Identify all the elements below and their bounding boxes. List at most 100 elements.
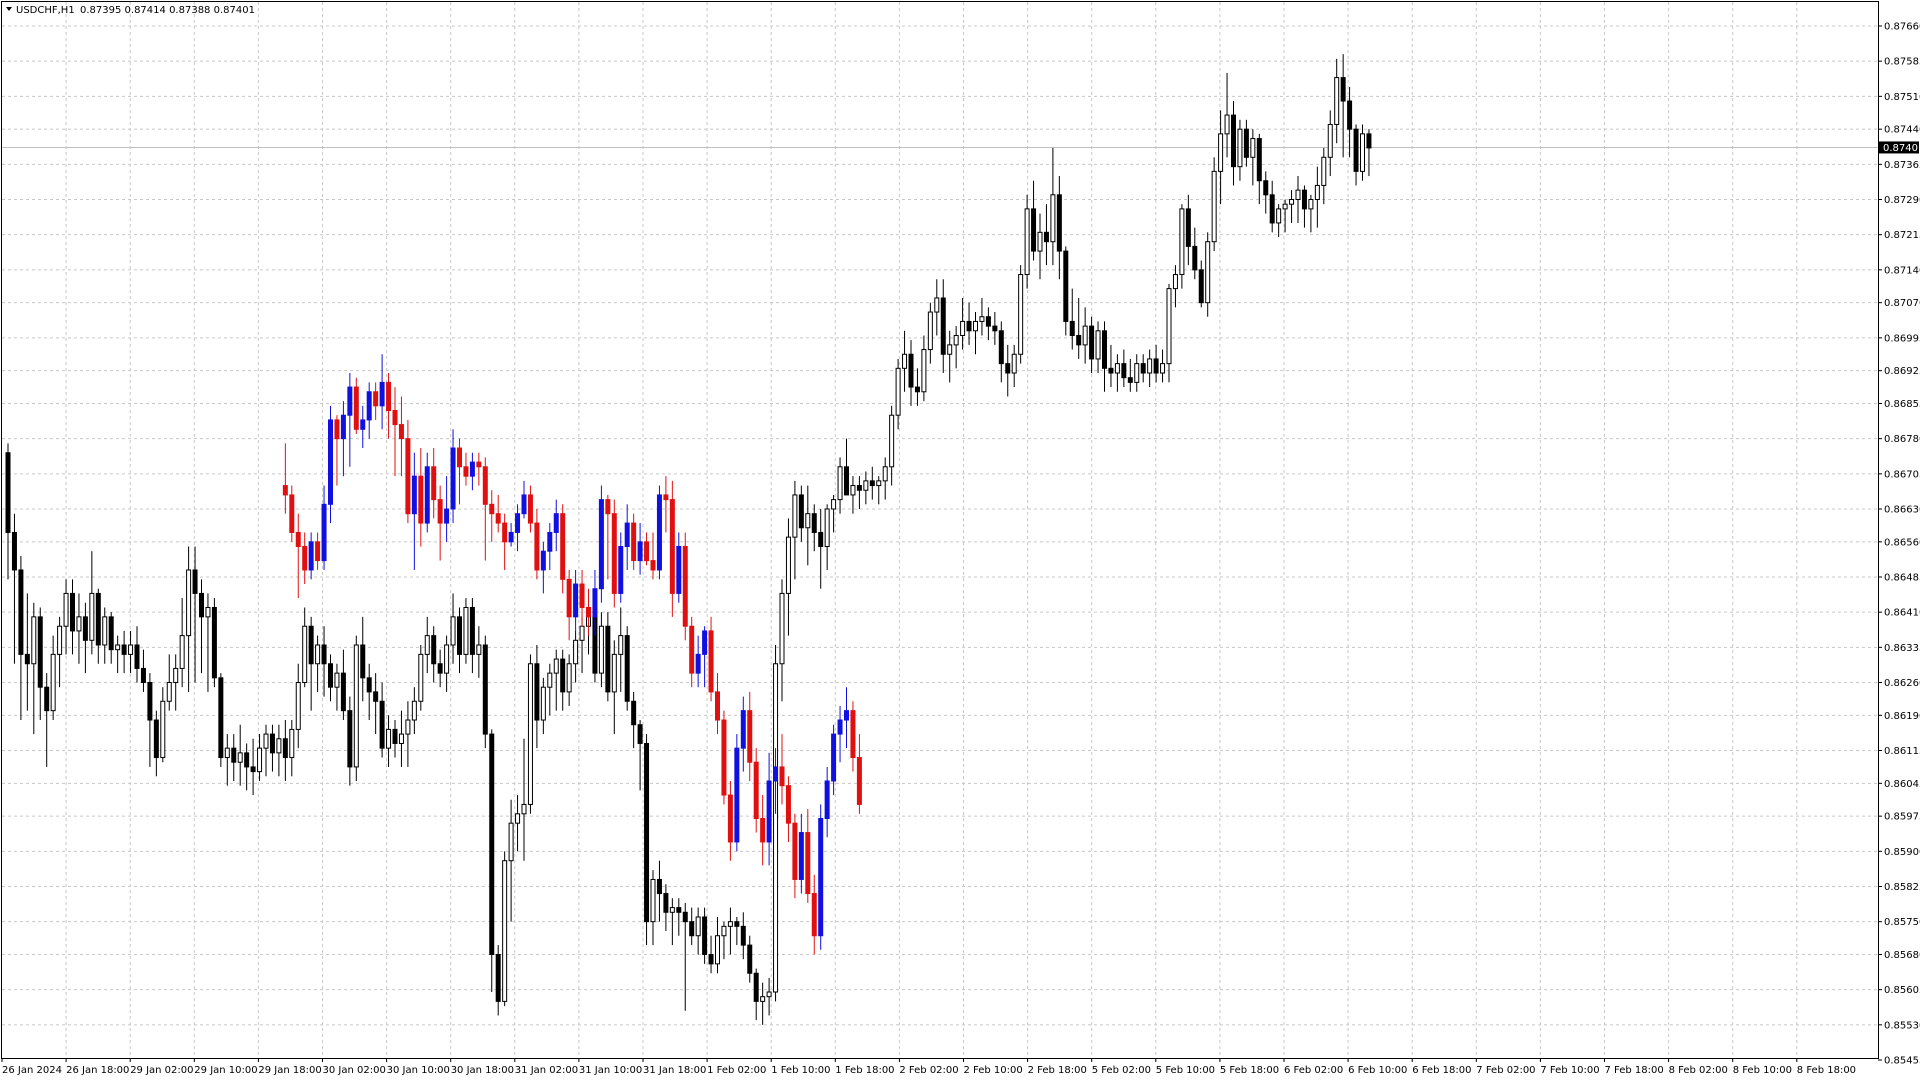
x-tick-label: 1 Feb 10:00 [771, 1065, 830, 1076]
candle-body [295, 531, 301, 548]
candle-body [121, 644, 127, 655]
candle [63, 579, 69, 655]
candle [482, 457, 488, 561]
candle-body [379, 381, 385, 407]
symbol-header[interactable]: USDCHF,H1 0.87395 0.87414 0.87388 0.8740… [6, 5, 255, 16]
candle [760, 795, 766, 866]
candle-body [353, 386, 359, 430]
candle [289, 485, 295, 542]
candle [721, 710, 727, 805]
candle-body [1334, 77, 1340, 125]
candle [792, 480, 798, 580]
candle [1140, 354, 1146, 383]
candle-body [457, 616, 462, 655]
candle-body [366, 391, 372, 421]
candle-body [95, 592, 101, 646]
x-tick-label: 5 Feb 18:00 [1220, 1065, 1279, 1076]
candle [895, 358, 901, 430]
candle [992, 312, 998, 345]
candle-body [573, 583, 579, 618]
candle-body [773, 663, 779, 993]
candle [431, 448, 437, 519]
candle [1179, 204, 1185, 289]
y-tick-label: 0.85455 [1884, 1056, 1920, 1067]
dropdown-triangle-icon[interactable] [6, 7, 12, 11]
candle-body [1011, 353, 1017, 374]
candle-body [940, 297, 946, 355]
candle [411, 687, 417, 735]
candle [611, 640, 617, 735]
candle-body [792, 822, 798, 880]
candle-body [818, 531, 824, 548]
candle-body [734, 921, 740, 927]
candle-body [515, 513, 521, 533]
candle [1308, 194, 1314, 233]
candle-body [1211, 170, 1217, 243]
candle-body [818, 817, 824, 937]
time-axis[interactable]: 26 Jan 2024 26 Jan 18:00 29 Jan 02:00 29 Ja… [1, 1058, 1856, 1076]
candle [1353, 124, 1359, 186]
candle-body [515, 813, 521, 824]
candle [856, 734, 862, 814]
candle [689, 907, 695, 946]
candle-body [1276, 208, 1282, 224]
candle-body [76, 616, 82, 632]
candle [321, 626, 327, 697]
candle [224, 734, 230, 786]
candle-body [985, 316, 991, 327]
candle [366, 382, 372, 439]
candle [160, 687, 166, 763]
candle [50, 635, 56, 721]
candle-body [573, 639, 579, 665]
candle-body [1250, 138, 1256, 158]
candle-body [237, 752, 243, 763]
candle [715, 673, 720, 735]
candle-body [676, 907, 682, 913]
candle [18, 555, 24, 721]
candle-body [405, 438, 411, 515]
candle [824, 766, 830, 838]
candle [321, 485, 327, 570]
candle [669, 898, 675, 946]
candle [534, 644, 540, 749]
candle-body [856, 757, 862, 805]
candle [70, 579, 75, 655]
candle-body [908, 353, 914, 388]
candle-body [618, 546, 624, 594]
candle-body [934, 297, 940, 313]
candle-body [186, 569, 192, 637]
candle-body [1121, 363, 1127, 379]
candle-body [1082, 325, 1088, 346]
candle-body [592, 588, 598, 618]
candle-body [689, 625, 695, 674]
candle [1321, 147, 1327, 205]
candle [682, 902, 688, 1011]
candle [457, 607, 462, 674]
x-tick-label: 5 Feb 02:00 [1092, 1065, 1151, 1076]
candle [302, 607, 308, 688]
x-tick-label: 29 Jan 02:00 [130, 1065, 193, 1076]
candle-body [140, 667, 146, 684]
candle-body [785, 785, 791, 824]
candle-body [1198, 269, 1204, 304]
candle [1147, 349, 1153, 388]
candle-body [31, 616, 37, 665]
candle [1160, 349, 1166, 383]
candle-body [779, 592, 785, 665]
candle [495, 494, 501, 533]
x-tick-label: 29 Jan 18:00 [258, 1065, 321, 1076]
candle-body [553, 658, 559, 674]
candle-body [392, 410, 398, 426]
candle-body [831, 499, 837, 510]
candle-body [411, 700, 417, 721]
candle [837, 457, 843, 514]
x-tick-label: 31 Jan 10:00 [579, 1065, 642, 1076]
x-tick-label: 26 Jan 2024 [2, 1065, 62, 1076]
candle [82, 602, 88, 674]
candle-body [566, 578, 572, 618]
